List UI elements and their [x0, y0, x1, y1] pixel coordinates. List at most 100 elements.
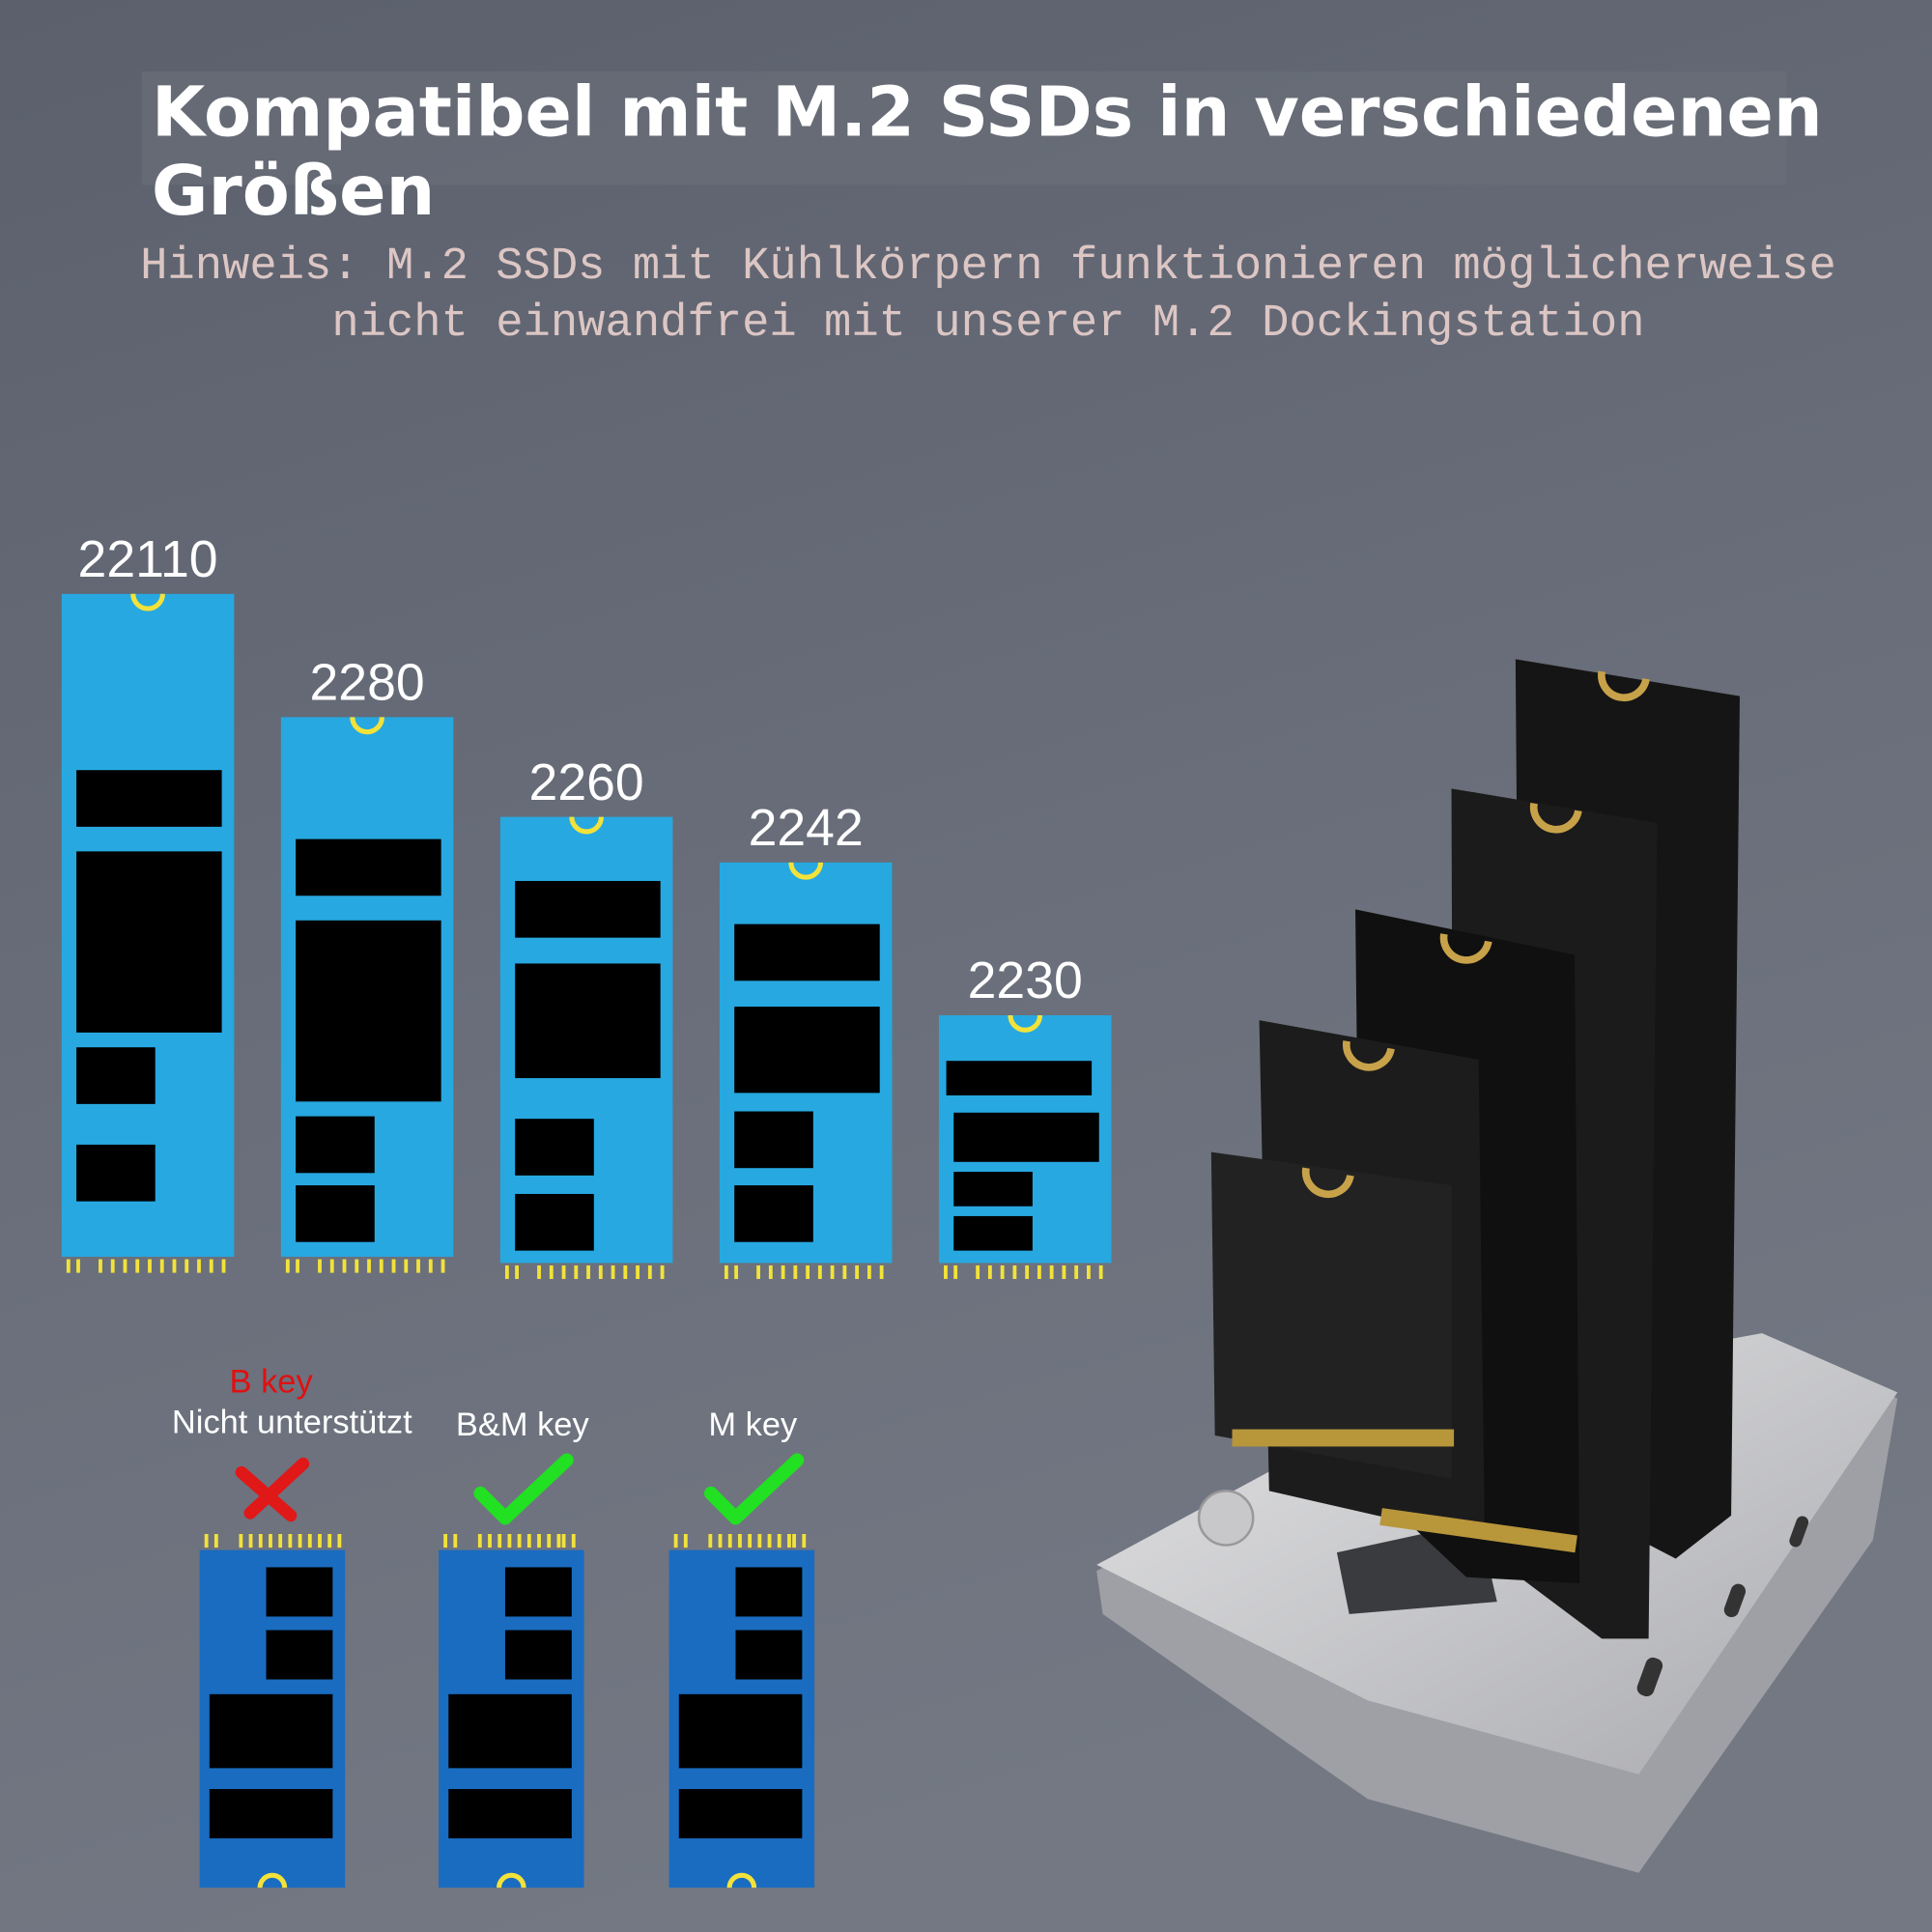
pin — [110, 1259, 115, 1273]
pin — [806, 1264, 810, 1279]
pin — [976, 1264, 980, 1279]
notch — [350, 717, 384, 735]
pin — [777, 1534, 781, 1548]
pin — [443, 1534, 448, 1548]
pin — [953, 1264, 958, 1279]
pin — [379, 1259, 384, 1273]
pin — [213, 1534, 218, 1548]
pin — [239, 1534, 243, 1548]
pin — [830, 1264, 835, 1279]
pin — [1062, 1264, 1066, 1279]
pin — [318, 1534, 322, 1548]
chip — [209, 1789, 333, 1839]
pin — [288, 1534, 293, 1548]
pin — [159, 1259, 164, 1273]
chip — [678, 1789, 803, 1839]
pin — [504, 1264, 509, 1279]
pin — [842, 1264, 847, 1279]
pin — [269, 1534, 272, 1548]
pin — [1037, 1264, 1041, 1279]
chip — [296, 1116, 375, 1174]
pin — [636, 1264, 639, 1279]
pin — [428, 1259, 433, 1273]
pin — [756, 1264, 760, 1279]
pin — [718, 1534, 723, 1548]
notch — [726, 1872, 757, 1889]
pin — [517, 1534, 522, 1548]
chip — [946, 1061, 1093, 1095]
chip — [953, 1112, 1099, 1162]
pin — [278, 1534, 283, 1548]
pin — [298, 1534, 302, 1548]
pin — [327, 1534, 332, 1548]
pin — [185, 1259, 189, 1273]
title-band — [141, 71, 1787, 185]
size-label: 2280 — [310, 654, 425, 711]
pin — [477, 1534, 482, 1548]
key-label: M key — [708, 1406, 798, 1443]
chip — [734, 1007, 880, 1094]
pin — [855, 1264, 860, 1279]
chip — [296, 1185, 375, 1242]
pin — [1074, 1264, 1079, 1279]
pin — [515, 1264, 519, 1279]
chip — [76, 770, 222, 827]
note: Hinweis: M.2 SSDs mit Kühlkörpern funkti… — [140, 242, 1836, 293]
pin — [285, 1259, 290, 1273]
pin — [571, 1534, 576, 1548]
pin — [793, 1264, 798, 1279]
chip — [735, 1630, 803, 1680]
pin — [1012, 1264, 1017, 1279]
chip — [515, 1193, 594, 1251]
chip — [448, 1693, 572, 1769]
pin — [867, 1264, 871, 1279]
pin — [586, 1264, 590, 1279]
chip — [76, 1047, 156, 1104]
pin — [367, 1259, 371, 1273]
pin — [792, 1534, 796, 1548]
size-label: 2260 — [529, 754, 644, 811]
pin — [561, 1534, 566, 1548]
pin — [724, 1264, 728, 1279]
notch — [130, 593, 165, 611]
pin — [598, 1264, 603, 1279]
pin — [197, 1259, 201, 1273]
pin — [488, 1534, 492, 1548]
pin — [944, 1264, 948, 1279]
pin — [781, 1264, 785, 1279]
chip — [266, 1567, 333, 1617]
notch — [257, 1872, 288, 1889]
pin — [123, 1259, 128, 1273]
pin — [507, 1534, 512, 1548]
pin — [537, 1264, 541, 1279]
title: Kompatibel mit M.2 SSDs in verschiedenen — [152, 71, 1823, 152]
pin — [526, 1534, 531, 1548]
pin — [391, 1259, 396, 1273]
chip — [76, 851, 222, 1033]
pin — [453, 1534, 458, 1548]
pin — [204, 1534, 209, 1548]
pin — [66, 1259, 71, 1273]
note: nicht einwandfrei mit unserer M.2 Dockin… — [331, 298, 1644, 350]
pin — [1087, 1264, 1091, 1279]
chip — [678, 1693, 803, 1769]
pin — [660, 1264, 665, 1279]
pin — [802, 1534, 807, 1548]
pin — [440, 1259, 445, 1273]
pin — [647, 1264, 652, 1279]
pin — [307, 1534, 312, 1548]
dock-photo — [1096, 659, 1898, 1873]
check-mark — [473, 1453, 574, 1525]
pin — [727, 1534, 732, 1548]
pin — [497, 1534, 502, 1548]
pin — [767, 1534, 772, 1548]
check-mark — [703, 1453, 805, 1525]
chip — [266, 1630, 333, 1680]
chip — [734, 1185, 813, 1242]
pin — [221, 1259, 226, 1273]
pin — [172, 1259, 177, 1273]
pin — [611, 1264, 615, 1279]
notch — [788, 862, 824, 880]
size-label: 2242 — [749, 800, 864, 857]
